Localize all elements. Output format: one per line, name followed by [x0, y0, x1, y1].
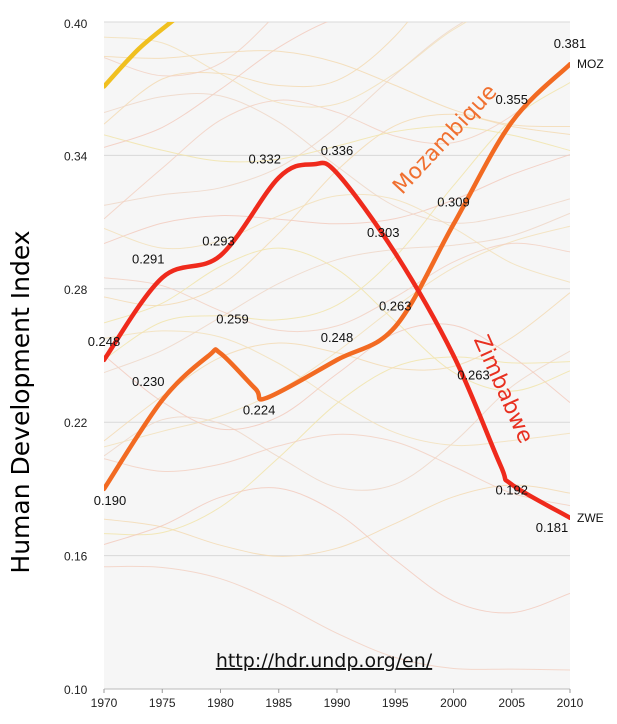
x-tick-label: 1995 [382, 696, 409, 710]
background-line [104, 212, 570, 374]
background-line [104, 484, 570, 557]
background-line [104, 93, 570, 224]
data-label-moz: 0.248 [321, 330, 354, 345]
background-line [104, 22, 270, 77]
series-end-label-zwe: ZWE [577, 511, 604, 525]
data-label-moz: 0.355 [495, 92, 528, 107]
source-link[interactable]: http://hdr.undp.org/en/ [216, 650, 433, 672]
data-label-moz: 0.230 [132, 374, 165, 389]
background-line [104, 487, 570, 614]
y-tick-label: 0.10 [64, 683, 88, 697]
background-line [104, 433, 570, 507]
series-line-moz [104, 61, 570, 492]
plot-background [104, 22, 570, 689]
background-line [104, 64, 570, 220]
y-axis-title: Human Development Index [6, 230, 35, 573]
x-tick-label: 1985 [265, 696, 292, 710]
data-label-zwe: 0.192 [495, 482, 528, 497]
data-label-moz: 0.190 [94, 493, 127, 508]
background-line [104, 350, 570, 491]
background-line [104, 22, 465, 206]
background-line [104, 193, 570, 283]
x-tick-label: 2000 [440, 696, 467, 710]
y-tick-label: 0.28 [64, 283, 88, 297]
data-label-zwe: 0.336 [321, 143, 354, 158]
data-label-zwe: 0.248 [88, 334, 121, 349]
x-tick-label: 1980 [207, 696, 234, 710]
background-line [104, 50, 570, 128]
background-line [104, 22, 329, 148]
background-line [104, 126, 570, 163]
background-line [104, 356, 570, 536]
data-label-zwe: 0.303 [367, 225, 400, 240]
series-lines [104, 22, 570, 521]
background-country-lines [104, 22, 570, 671]
data-label-moz: 0.309 [437, 194, 470, 209]
data-label-zwe: 0.181 [536, 520, 569, 535]
series-line-zwe [104, 160, 570, 521]
y-tick-label: 0.16 [64, 550, 88, 564]
background-line [104, 247, 570, 392]
data-label-moz: 0.263 [379, 299, 412, 314]
background-line [104, 22, 468, 108]
data-label-moz: 0.224 [243, 403, 276, 418]
y-tick-label: 0.22 [64, 416, 88, 430]
background-line [104, 225, 570, 448]
data-labels: 0.190 0.230 0.259 0.224 0.248 0.263 0.309 0.355… [88, 36, 587, 535]
data-label-zwe: 0.332 [248, 152, 281, 167]
data-label-zwe: 0.291 [132, 252, 165, 267]
background-line [104, 242, 570, 333]
x-tick-label: 1970 [91, 696, 118, 710]
data-label-moz: 0.381 [554, 36, 587, 51]
series-end-labels: MOZ ZWE [577, 57, 604, 525]
background-line [104, 323, 570, 431]
y-tick-label: 0.34 [64, 149, 88, 163]
data-label-zwe: 0.293 [202, 233, 235, 248]
x-tick-label: 2010 [557, 696, 584, 710]
x-tick-label: 1975 [149, 696, 176, 710]
background-line [104, 22, 409, 125]
data-label-moz: 0.259 [216, 311, 249, 326]
data-label-zwe: 0.263 [457, 368, 490, 383]
series-end-label-moz: MOZ [577, 57, 604, 71]
x-tick-label: 2005 [498, 696, 525, 710]
y-tick-label: 0.40 [64, 17, 88, 31]
background-line [104, 154, 570, 244]
background-line [104, 82, 570, 360]
background-line [104, 565, 570, 671]
y-axis-ticks: 0.40 0.34 0.28 0.22 0.16 0.10 [64, 17, 88, 697]
x-axis-ticks: 1970 1975 1980 1985 1990 1995 2000 2005 2010 [91, 688, 584, 710]
series-line-other [104, 22, 175, 89]
x-tick-label: 1990 [324, 696, 351, 710]
